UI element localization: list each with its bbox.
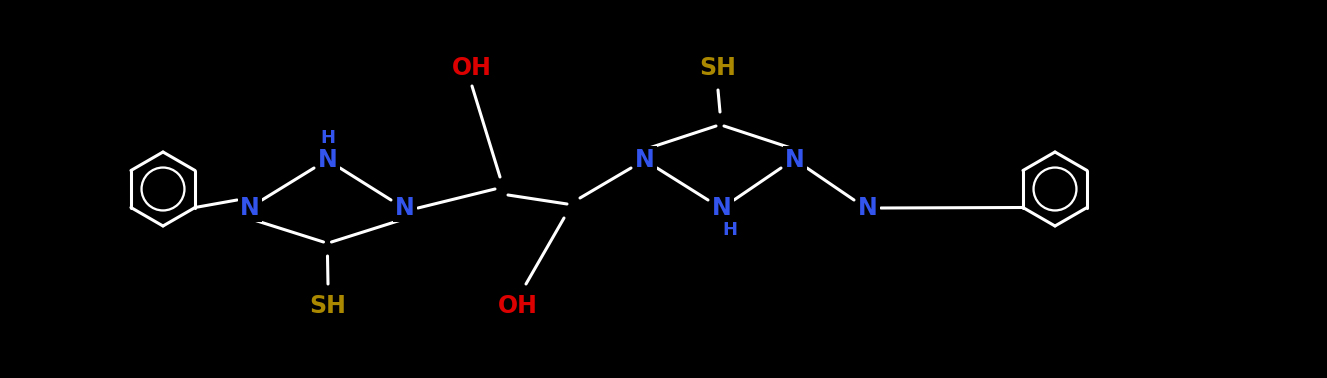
Text: H: H bbox=[722, 221, 738, 239]
Text: N: N bbox=[636, 148, 656, 172]
Text: OH: OH bbox=[453, 56, 492, 80]
Text: N: N bbox=[395, 196, 415, 220]
Text: N: N bbox=[786, 148, 805, 172]
Text: N: N bbox=[713, 196, 733, 220]
Text: N: N bbox=[240, 196, 260, 220]
Text: SH: SH bbox=[699, 56, 736, 80]
Text: OH: OH bbox=[498, 294, 537, 318]
Text: H: H bbox=[321, 129, 336, 147]
Text: N: N bbox=[859, 196, 878, 220]
Text: SH: SH bbox=[309, 294, 346, 318]
Text: N: N bbox=[318, 148, 338, 172]
